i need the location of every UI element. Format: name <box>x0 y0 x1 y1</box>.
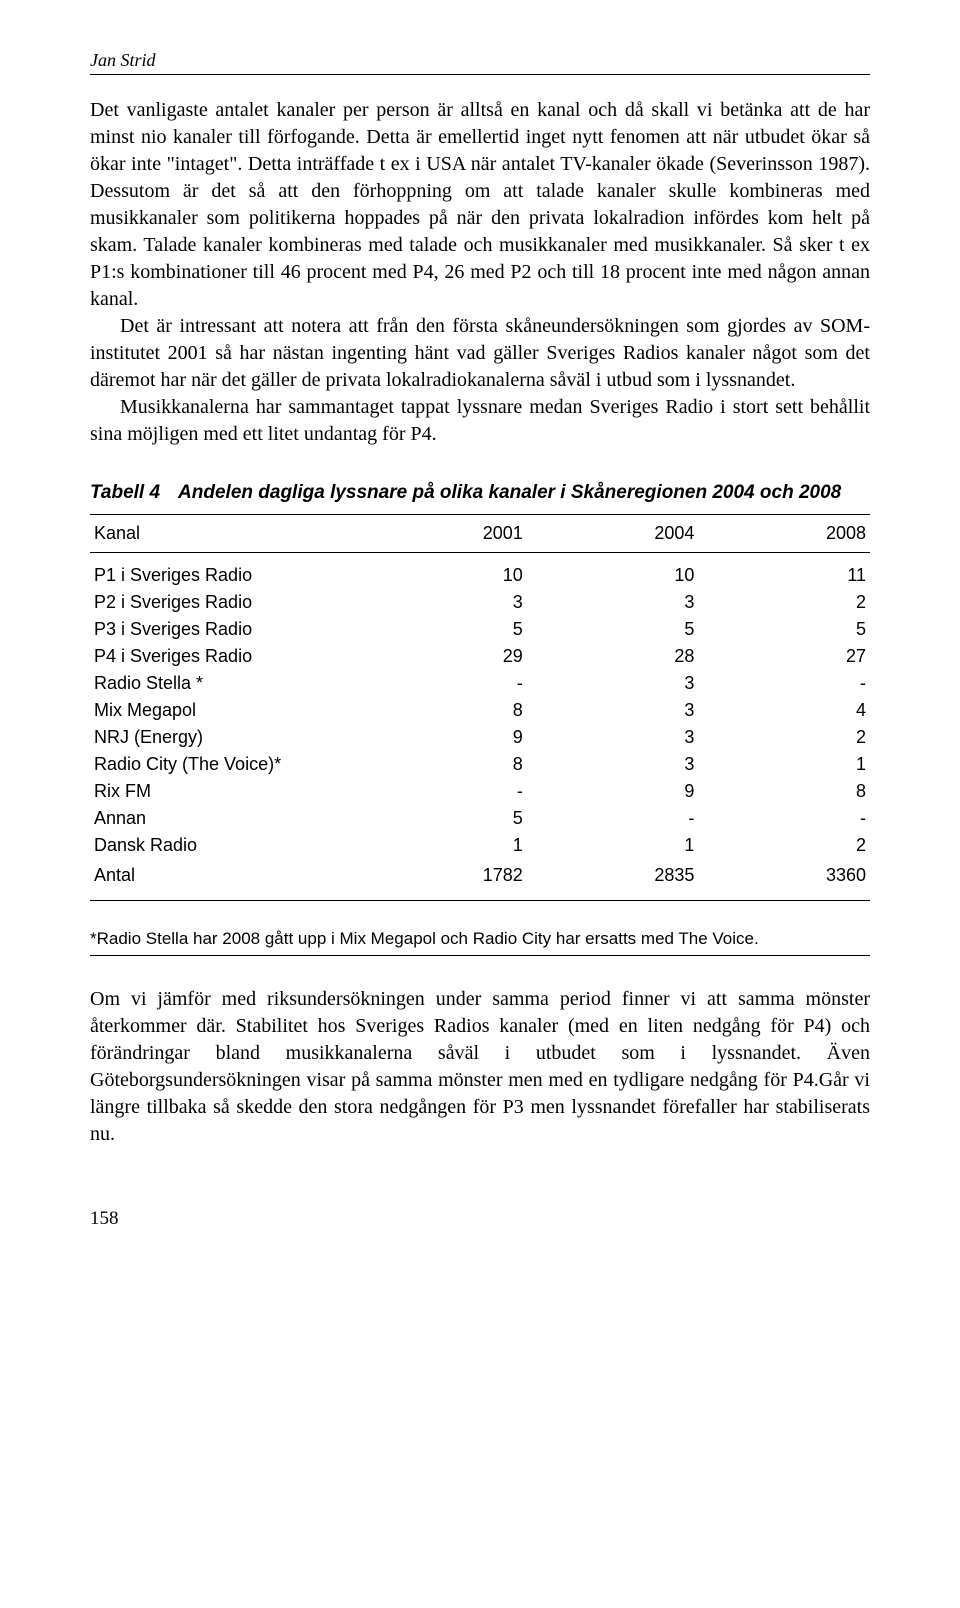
table-cell: 2 <box>698 589 870 616</box>
table-cell: 9 <box>527 778 699 805</box>
table-row: Dansk Radio 1 1 2 <box>90 832 870 859</box>
table-cell: 10 <box>355 553 527 590</box>
table-cell: Mix Megapol <box>90 697 355 724</box>
table-row: P4 i Sveriges Radio 29 28 27 <box>90 643 870 670</box>
table-cell: 1 <box>527 832 699 859</box>
table-cell: Radio Stella * <box>90 670 355 697</box>
table-cell: P2 i Sveriges Radio <box>90 589 355 616</box>
table-col-2001: 2001 <box>355 515 527 553</box>
table-cell: - <box>355 778 527 805</box>
table-cell: 2 <box>698 724 870 751</box>
table-cell: Annan <box>90 805 355 832</box>
table-col-2004: 2004 <box>527 515 699 553</box>
table-caption: Andelen dagliga lyssnare på olika kanale… <box>178 482 870 504</box>
table-cell: 8 <box>698 778 870 805</box>
table-cell: 4 <box>698 697 870 724</box>
page-number: 158 <box>90 1208 870 1230</box>
table-cell: 5 <box>698 616 870 643</box>
table-cell: Radio City (The Voice)* <box>90 751 355 778</box>
body-text-block-2: Om vi jämför med riksundersökningen unde… <box>90 986 870 1148</box>
table-cell: - <box>698 670 870 697</box>
table-cell: 1782 <box>355 859 527 896</box>
table-cell: 3 <box>527 589 699 616</box>
table-row: P2 i Sveriges Radio 3 3 2 <box>90 589 870 616</box>
table-total-row: Antal 1782 2835 3360 <box>90 859 870 896</box>
table-cell: 1 <box>698 751 870 778</box>
table-cell: 3 <box>355 589 527 616</box>
table-cell: Dansk Radio <box>90 832 355 859</box>
table-row: Mix Megapol 8 3 4 <box>90 697 870 724</box>
table-cell: 3 <box>527 751 699 778</box>
table-label: Tabell 4 <box>90 482 178 504</box>
table-cell: 9 <box>355 724 527 751</box>
header-rule <box>90 74 870 75</box>
running-head: Jan Strid <box>90 50 870 71</box>
paragraph-3: Musikkanalerna har sammantaget tappat ly… <box>90 394 870 448</box>
table-cell: NRJ (Energy) <box>90 724 355 751</box>
table-header-row: Kanal 2001 2004 2008 <box>90 515 870 553</box>
paragraph-2: Det är intressant att notera att från de… <box>90 313 870 394</box>
table-cell: 2 <box>698 832 870 859</box>
table-cell: 8 <box>355 697 527 724</box>
table-cell: 27 <box>698 643 870 670</box>
table-cell: 5 <box>355 805 527 832</box>
paragraph-1: Det vanligaste antalet kanaler per perso… <box>90 97 870 313</box>
table-row: Radio Stella * - 3 - <box>90 670 870 697</box>
body-text-block-1: Det vanligaste antalet kanaler per perso… <box>90 97 870 448</box>
table-head: Kanal 2001 2004 2008 <box>90 515 870 553</box>
data-table: Kanal 2001 2004 2008 P1 i Sveriges Radio… <box>90 514 870 896</box>
table-row: Annan 5 - - <box>90 805 870 832</box>
table-cell: 28 <box>527 643 699 670</box>
table-cell: Rix FM <box>90 778 355 805</box>
table-row: Radio City (The Voice)* 8 3 1 <box>90 751 870 778</box>
table-row: NRJ (Energy) 9 3 2 <box>90 724 870 751</box>
table-row: Rix FM - 9 8 <box>90 778 870 805</box>
table-cell: 11 <box>698 553 870 590</box>
table-cell: 2835 <box>527 859 699 896</box>
table-cell: 3 <box>527 697 699 724</box>
table-footnote: *Radio Stella har 2008 gått upp i Mix Me… <box>90 929 870 949</box>
table-cell: 3 <box>527 724 699 751</box>
page-container: Jan Strid Det vanligaste antalet kanaler… <box>0 0 960 1270</box>
paragraph-4: Om vi jämför med riksundersökningen unde… <box>90 986 870 1148</box>
table-cell: 3 <box>527 670 699 697</box>
table-row: P3 i Sveriges Radio 5 5 5 <box>90 616 870 643</box>
table-cell: Antal <box>90 859 355 896</box>
table-body: P1 i Sveriges Radio 10 10 11 P2 i Sverig… <box>90 553 870 897</box>
table-cell: - <box>527 805 699 832</box>
table-col-kanal: Kanal <box>90 515 355 553</box>
table-cell: P3 i Sveriges Radio <box>90 616 355 643</box>
table-title: Tabell 4 Andelen dagliga lyssnare på oli… <box>90 482 870 504</box>
table-cell: 5 <box>355 616 527 643</box>
table-col-2008: 2008 <box>698 515 870 553</box>
table-bottom-rule <box>90 900 870 901</box>
footnote-rule <box>90 955 870 956</box>
table-cell: - <box>355 670 527 697</box>
table-cell: 8 <box>355 751 527 778</box>
table-cell: 1 <box>355 832 527 859</box>
table-cell: 10 <box>527 553 699 590</box>
table-cell: P4 i Sveriges Radio <box>90 643 355 670</box>
table-cell: 5 <box>527 616 699 643</box>
table-cell: 3360 <box>698 859 870 896</box>
table-cell: 29 <box>355 643 527 670</box>
table-cell: - <box>698 805 870 832</box>
table-row: P1 i Sveriges Radio 10 10 11 <box>90 553 870 590</box>
table-cell: P1 i Sveriges Radio <box>90 553 355 590</box>
